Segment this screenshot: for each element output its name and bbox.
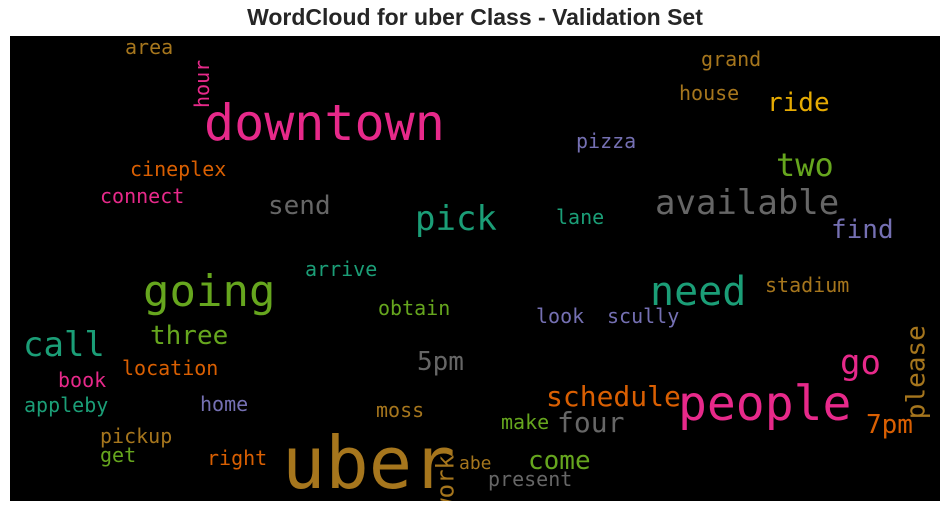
word-call: call [23, 325, 105, 365]
word-come: come [528, 446, 591, 476]
word-area: area [125, 36, 173, 59]
word-send: send [268, 191, 331, 221]
word-book: book [58, 368, 106, 392]
word-location: location [122, 356, 218, 380]
word-moss: moss [376, 398, 424, 422]
word-cineplex: cineplex [130, 157, 226, 181]
word-pick: pick [415, 199, 497, 239]
word-pizza: pizza [576, 129, 636, 153]
word-please: please [901, 325, 931, 419]
chart-title: WordCloud for uber Class - Validation Se… [247, 4, 703, 30]
word-abe: abe [459, 453, 492, 474]
word-find: find [831, 215, 894, 245]
word-7pm: 7pm [866, 410, 913, 440]
word-look: look [536, 304, 584, 328]
wordcloud-svg: uber downtown people going need available call… [23, 36, 931, 501]
word-5pm: 5pm [417, 347, 464, 377]
word-two: two [776, 146, 834, 184]
word-make: make [501, 410, 549, 434]
word-stadium: stadium [765, 273, 849, 297]
word-people: people [678, 376, 851, 432]
word-arrive: arrive [305, 257, 377, 281]
word-schedule: schedule [546, 380, 681, 413]
word-get: get [100, 443, 136, 467]
word-present: present [488, 467, 572, 491]
wordcloud-canvas: uber downtown people going need available call… [10, 36, 940, 501]
word-need: need [650, 269, 746, 315]
word-four: four [557, 406, 624, 439]
word-work: work [432, 454, 460, 501]
word-hour: hour [190, 60, 214, 108]
word-available: available [655, 183, 839, 223]
word-appleby: appleby [24, 393, 108, 417]
word-home: home [200, 392, 248, 416]
word-connect: connect [100, 184, 184, 208]
word-obtain: obtain [378, 296, 450, 320]
word-going: going [143, 266, 275, 317]
word-uber: uber [282, 421, 455, 501]
word-right: right [207, 446, 267, 470]
word-pickup: pickup [100, 424, 172, 448]
word-scully: scully [607, 304, 679, 328]
word-three: three [150, 321, 228, 351]
word-ride: ride [767, 88, 830, 118]
word-grand: grand [701, 47, 761, 71]
word-house: house [679, 81, 739, 105]
word-lane: lane [556, 205, 604, 229]
word-downtown: downtown [204, 94, 445, 152]
word-go: go [840, 343, 881, 383]
